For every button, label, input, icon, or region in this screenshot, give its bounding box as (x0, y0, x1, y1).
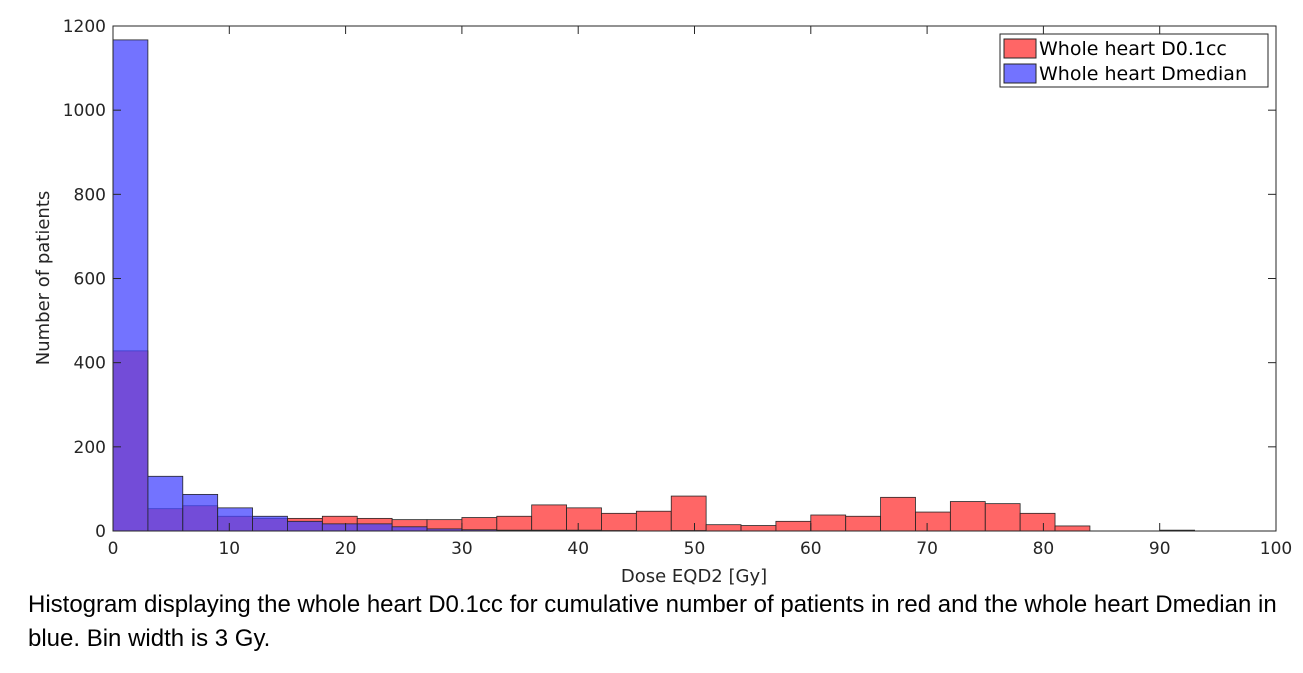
bar-d01cc-18 (740, 525, 777, 532)
bar-dmedian-5 (287, 520, 323, 532)
x-tick-label-40: 40 (567, 539, 589, 559)
y-tick-label-1200: 1200 (63, 17, 106, 37)
bar-d01cc-19 (775, 520, 812, 532)
x-axis-label: Dose EQD2 [Gy] (621, 566, 767, 587)
x-tick-label-100: 100 (1260, 539, 1292, 559)
bar-dmedian-4 (252, 515, 288, 532)
y-tick-label-800: 800 (74, 185, 106, 205)
x-tick-label-50: 50 (684, 539, 706, 559)
x-tick-label-30: 30 (451, 539, 473, 559)
plot-frame (112, 25, 1277, 532)
bar-d01cc-26 (1019, 512, 1056, 532)
legend-swatch-dmedian (1003, 63, 1037, 84)
bar-dmedian-1 (147, 475, 184, 532)
histogram-chart: 0 10 20 30 40 50 60 70 80 90 100 0 200 400 600 800 1000… (33, 17, 1293, 587)
legend-label-dmedian: Whole heart Dmedian (1039, 63, 1247, 85)
bar-d01cc-15 (635, 510, 672, 532)
bar-dmedian-2 (182, 493, 219, 532)
bar-d01cc-13 (566, 507, 602, 532)
y-tick-label-600: 600 (74, 270, 106, 290)
bar-dmedian-7 (356, 523, 393, 532)
bar-dmedian-0 (112, 39, 149, 532)
bar-d01cc-22 (880, 496, 916, 532)
bar-d01cc-23 (915, 511, 951, 532)
y-tick-label-1000: 1000 (63, 101, 106, 121)
bar-d01cc-11 (496, 515, 533, 532)
bar-d01cc-21 (845, 515, 881, 532)
x-tick-label-20: 20 (335, 539, 357, 559)
x-tick-label-80: 80 (1033, 539, 1055, 559)
x-tick-label-10: 10 (218, 539, 240, 559)
y-axis-label: Number of patients (33, 191, 54, 366)
bar-d01cc-12 (531, 504, 567, 532)
x-tick-label-60: 60 (800, 539, 822, 559)
y-tick-label-200: 200 (74, 438, 106, 458)
bar-d01cc-10 (461, 517, 498, 532)
bar-d01cc-25 (984, 503, 1021, 532)
bar-d01cc-17 (705, 524, 742, 532)
bar-dmedian-3 (217, 507, 253, 532)
legend-label-d01cc: Whole heart D0.1cc (1039, 38, 1227, 60)
legend-swatch-d01cc (1003, 38, 1037, 59)
y-tick-labels: 0 200 400 600 800 1000 1200 (63, 17, 106, 542)
bar-d01cc-16 (670, 495, 707, 532)
bar-d01cc-20 (810, 514, 847, 532)
legend: Whole heart D0.1cc Whole heart Dmedian (999, 33, 1269, 88)
x-tick-label-0: 0 (108, 539, 119, 559)
bar-d01cc-14 (601, 512, 637, 532)
figure-caption: Histogram displaying the whole heart D0.… (28, 591, 1277, 652)
bar-d01cc-24 (949, 501, 986, 532)
x-tick-label-70: 70 (916, 539, 938, 559)
legend-box (999, 33, 1269, 88)
plot-area (113, 26, 1276, 531)
x-tick-label-90: 90 (1149, 539, 1171, 559)
y-tick-label-400: 400 (74, 354, 106, 374)
bar-d01cc-27 (1054, 525, 1091, 532)
y-tick-label-0: 0 (95, 522, 106, 542)
bar-dmedian-6 (321, 523, 358, 532)
x-tick-labels: 0 10 20 30 40 50 60 70 80 90 100 (108, 539, 1293, 559)
bar-dmedian-8 (391, 526, 428, 532)
